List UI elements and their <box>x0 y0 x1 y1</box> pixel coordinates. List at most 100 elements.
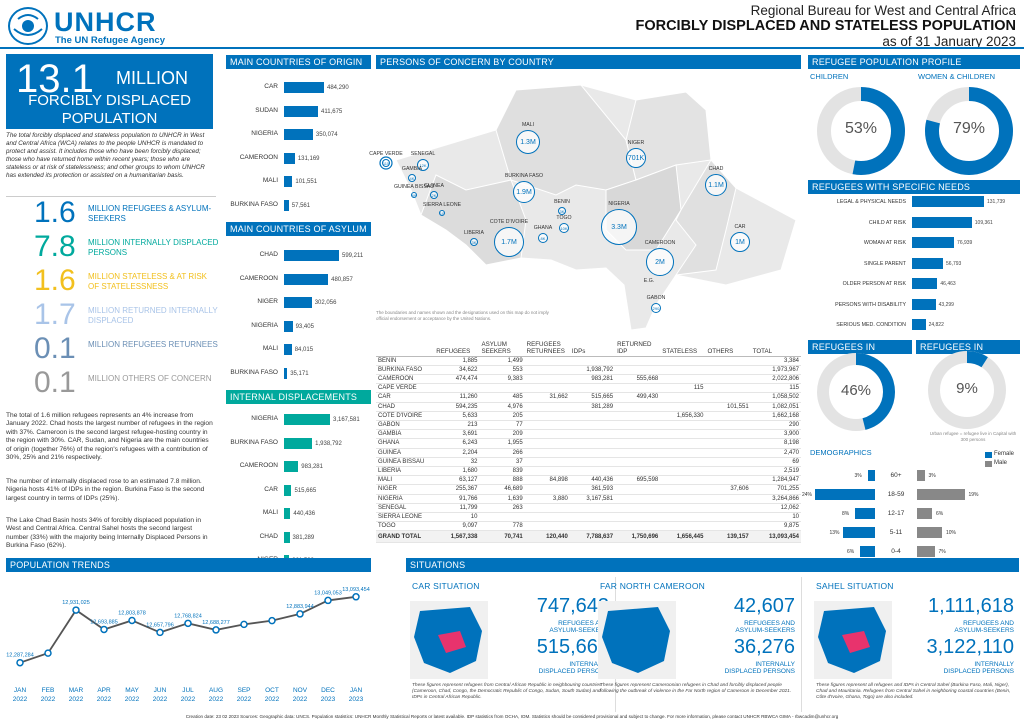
bar-value: 515,665 <box>294 487 317 494</box>
table-cell <box>524 457 570 467</box>
need-bar <box>912 298 936 310</box>
male-pct: 3% <box>928 473 936 479</box>
table-cell: 10 <box>750 512 801 523</box>
trend-label: 12,693,885 <box>90 619 118 625</box>
bar-label: CHAD <box>259 251 278 258</box>
need-label: PERSONS WITH DISABILITY <box>835 301 906 308</box>
table-cell <box>660 356 706 366</box>
female-pct: 24% <box>802 492 813 498</box>
camps-donut <box>816 352 896 432</box>
table-cell: SIERRA LEONE <box>376 512 435 523</box>
bar-label: NIGERIA <box>251 321 278 329</box>
table-cell: 594,235 <box>434 402 480 412</box>
donut-arc <box>817 87 905 175</box>
female-bar <box>867 470 875 481</box>
need-label: SINGLE PARENT <box>864 260 906 267</box>
x-tick-label: FEB <box>42 687 55 694</box>
bar-label: NIGERIA <box>251 415 278 422</box>
table-cell: 63,127 <box>434 475 480 486</box>
x-tick-label: 2022 <box>13 696 28 703</box>
urban-donut <box>927 350 1007 430</box>
table-cell <box>615 365 661 375</box>
legend-female: Female <box>994 451 1015 457</box>
age-group: 18-59 <box>887 491 905 498</box>
x-tick-label: DEC <box>321 687 335 694</box>
bar-label: NIGERIA <box>251 130 278 137</box>
paragraph-refugees: The total of 1.6 million refugees repres… <box>6 412 213 462</box>
table-row: LIBERIA 1,680 839 2,519 <box>376 466 801 477</box>
need-value: 56,793 <box>946 260 962 267</box>
table-cell <box>524 484 570 495</box>
trend-point <box>240 620 248 629</box>
bubble: 3K <box>558 207 566 215</box>
bubble: 701K <box>626 148 646 168</box>
table-cell: 205 <box>479 411 525 421</box>
bar <box>284 129 313 140</box>
bar-value: 484,290 <box>327 85 349 91</box>
table-cell: CAMEROON <box>376 374 435 385</box>
bar-label: CAR <box>264 485 278 493</box>
bubble-label: CAMEROON <box>644 240 676 246</box>
stat-item: 0.1 MILLION REFUGEES RETURNEES <box>34 332 219 366</box>
trend-label: 12,803,878 <box>118 610 146 616</box>
table-cell <box>705 475 751 486</box>
table-cell: 34,622 <box>434 365 480 375</box>
situation-label-2b: DISPLACED PERSONS <box>538 668 609 675</box>
bubble: 10K <box>559 223 569 233</box>
table-cell: 1,656,445 <box>660 530 706 544</box>
table-cell: 2,519 <box>750 466 801 477</box>
situation-value-2: 3,122,110 <box>926 636 1015 658</box>
need-label: LEGAL & PHYSICAL NEEDS <box>836 199 906 205</box>
table-cell: 10 <box>434 512 480 523</box>
table-cell: 3,880 <box>524 494 570 504</box>
situation-map <box>598 601 676 679</box>
profile-title: REFUGEE POPULATION PROFILE <box>808 55 1020 69</box>
x-tick-label: AUG <box>209 687 223 694</box>
table-cell: 120,440 <box>524 530 570 544</box>
table-cell: 6,243 <box>434 438 480 449</box>
table-cell <box>660 438 706 449</box>
table-cell: 515,665 <box>569 392 616 403</box>
table-cell: 1,639 <box>479 494 525 504</box>
female-bar <box>855 508 875 519</box>
table-cell <box>660 484 706 495</box>
table-cell: 1,284,947 <box>750 475 801 486</box>
table-cell <box>434 383 480 394</box>
situation-value-1: 747,643 <box>536 595 609 617</box>
bar-label: CAR <box>264 83 278 90</box>
female-bar <box>860 546 875 557</box>
bubble: 115 <box>382 159 390 167</box>
table-cell: 69 <box>750 457 801 467</box>
need-bar <box>912 216 972 228</box>
table-cell: 555,668 <box>615 374 661 385</box>
legend-male-swatch <box>985 461 992 467</box>
situation-note: These figures represent all refugees and… <box>816 683 1011 700</box>
x-tick-label: JAN <box>14 687 27 694</box>
camps-pct: 46% <box>840 382 872 399</box>
table-row: GUINEA BISSAU 32 37 69 <box>376 457 801 467</box>
bar-value: 480,857 <box>331 276 353 283</box>
table-cell <box>615 411 661 421</box>
table-cell <box>615 438 661 449</box>
stat-label: MILLION INTERNALLY DISPLACED PERSONS <box>88 238 219 257</box>
children-pct: 53% <box>844 120 878 137</box>
table-cell <box>705 374 751 385</box>
table-cell <box>705 466 751 477</box>
table-row: GAMBIA 3,691 209 3,900 <box>376 429 801 440</box>
situation-label-2b: DISPLACED PERSONS <box>724 668 795 675</box>
need-label: SERIOUS MED. CONDITION <box>836 322 906 328</box>
bar-value: 381,289 <box>292 534 315 541</box>
table-cell: 4,976 <box>479 402 525 412</box>
x-tick-label: JAN <box>350 687 363 694</box>
bubble: 3K <box>470 238 478 246</box>
asylum-title: MAIN COUNTRIES OF ASYLUM <box>226 222 371 236</box>
table-cell: GUINEA BISSAU <box>376 457 435 467</box>
footer: Creation date: 23 02 2023 Sources: Geogr… <box>185 714 839 719</box>
table-cell <box>660 521 706 532</box>
table-header: REFUGEES RETURNEES <box>524 334 570 357</box>
bar <box>284 82 324 93</box>
bubble: 10 <box>439 210 445 216</box>
headline-box: 13.1 MILLION FORCIBLY DISPLACED POPULATI… <box>6 54 213 129</box>
table-header: IDPs <box>569 334 616 357</box>
situation-panel: FAR NORTH CAMEROON 42,607 REFUGEES AND ASYL… <box>594 577 802 712</box>
